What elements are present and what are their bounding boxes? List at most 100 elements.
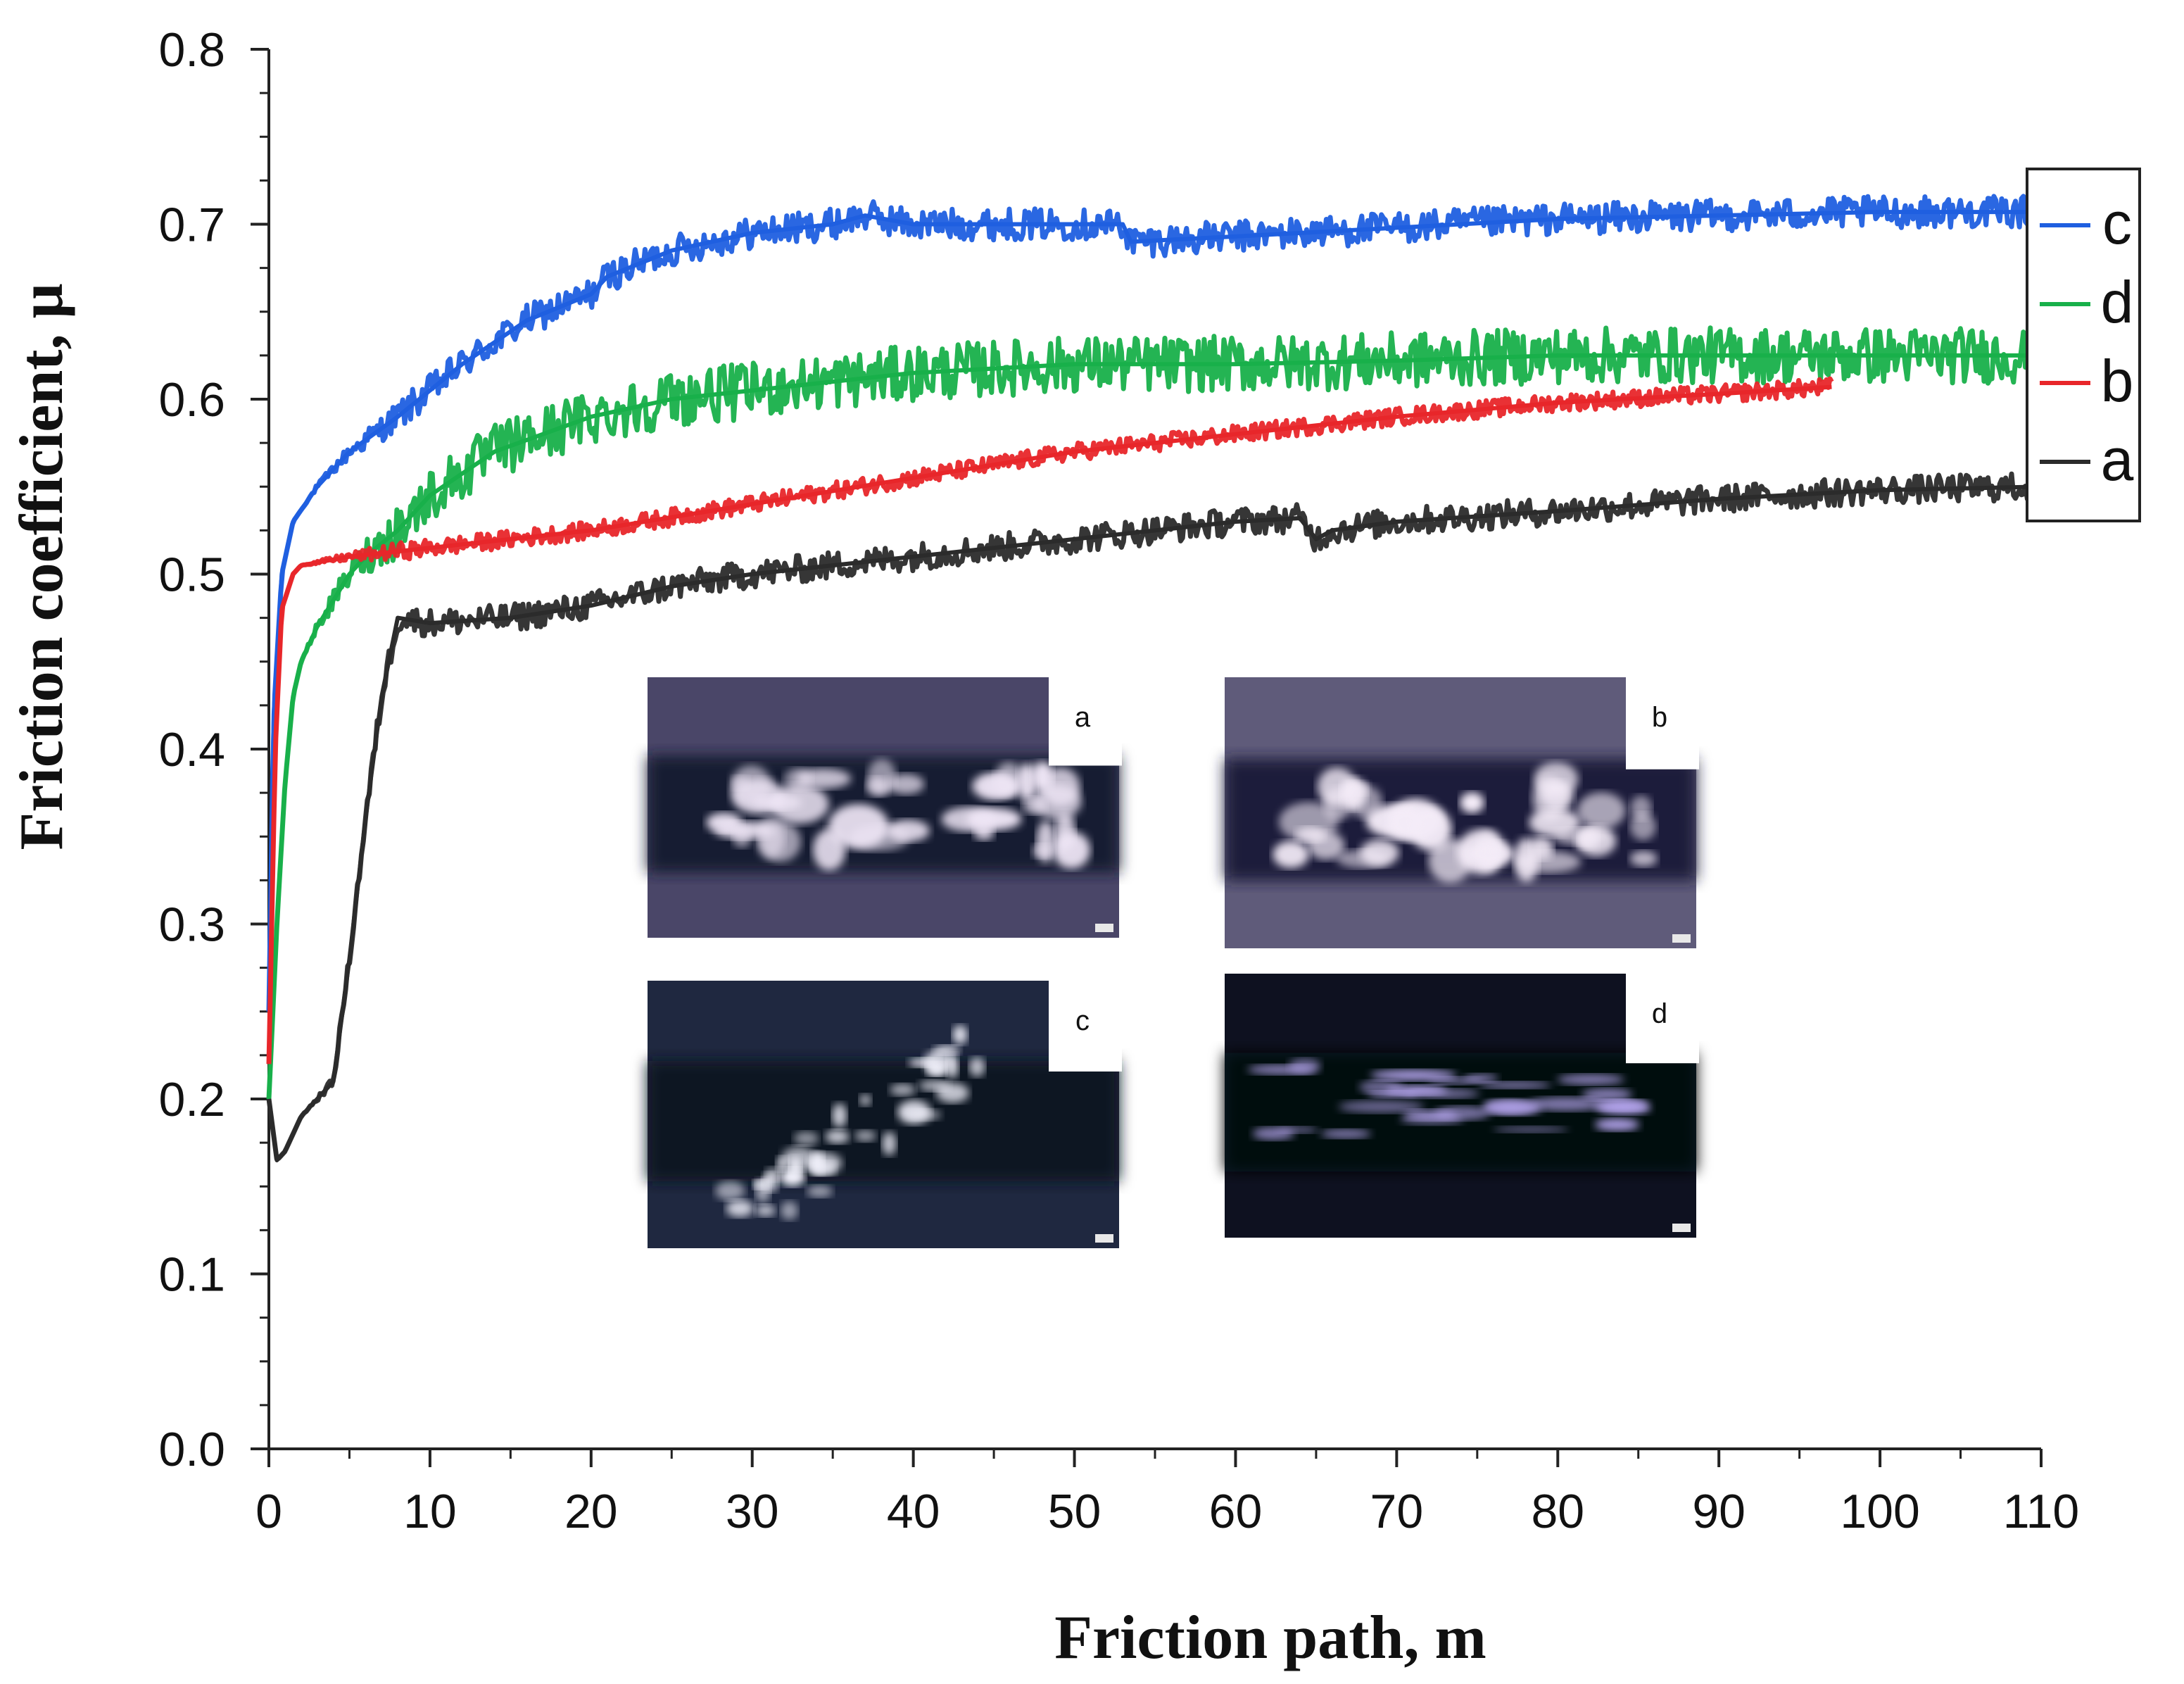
axes: 0 10 20 30 40 50 60 70 80 90 100 110 0.0 0.1 0.2 0.3 0.4…: [158, 23, 2079, 1538]
x-tick-label: 20: [564, 1485, 618, 1538]
x-tick-label: 70: [1370, 1485, 1424, 1538]
inset-particle: [1493, 1126, 1569, 1133]
inset-particle: [1528, 1097, 1604, 1112]
x-tick-label: 80: [1531, 1485, 1584, 1538]
x-tick-label: 60: [1209, 1485, 1263, 1538]
x-tick-label: 50: [1048, 1485, 1102, 1538]
x-tick-label: 40: [887, 1485, 940, 1538]
inset-particle: [1036, 820, 1055, 863]
y-tick-label: 0.5: [158, 548, 225, 602]
y-tick-label: 0.0: [158, 1423, 225, 1476]
inset-particle: [935, 1083, 969, 1103]
inset-particle: [755, 1204, 776, 1217]
x-tick-label: 90: [1692, 1485, 1746, 1538]
inset-particle: [793, 1131, 819, 1145]
series-line-b-noise: [266, 376, 1834, 1064]
inset-particle: [854, 1130, 876, 1142]
x-tick-label: 30: [726, 1485, 779, 1538]
x-tick-label: 10: [403, 1485, 457, 1538]
inset-particle: [1596, 1100, 1651, 1115]
inset-particle: [726, 1200, 754, 1217]
inset-particle: [752, 795, 802, 810]
inset-particle: [776, 1156, 789, 1172]
inset-particle: [886, 819, 930, 842]
inset-particle: [1478, 1081, 1552, 1089]
inset-scale-bar: [1672, 934, 1691, 943]
inset-particle: [1428, 838, 1472, 883]
inset-label-tab: [1049, 978, 1122, 1072]
inset-particle: [888, 774, 925, 795]
inset-particle: [1630, 795, 1652, 820]
x-axis-title: Friction path, m: [1054, 1604, 1486, 1672]
inset-particle: [825, 1129, 850, 1144]
series-line-d: [267, 353, 2041, 1100]
inset-particle: [1557, 1074, 1624, 1086]
inset-particle: [866, 777, 890, 796]
y-tick-label: 0.2: [158, 1073, 225, 1126]
y-tick-label: 0.1: [158, 1248, 225, 1302]
inset-particle: [882, 1131, 897, 1156]
inset-label-tab: [1049, 674, 1122, 766]
inset-scale-bar: [1095, 1234, 1113, 1243]
inset-scale-bar: [1095, 924, 1113, 932]
inset-particle: [807, 1185, 833, 1198]
inset-particle: [905, 1109, 942, 1121]
inset-particle: [715, 1181, 745, 1200]
micrograph-insets: a b c d: [648, 674, 1699, 1248]
inset-particle: [1320, 1129, 1372, 1138]
inset-particle: [1534, 762, 1579, 796]
y-tick-label: 0.4: [158, 723, 225, 777]
series-line-a: [267, 484, 2042, 1162]
legend-label-a: a: [2101, 427, 2134, 493]
inset-particle: [732, 825, 752, 848]
inset-particle: [1575, 825, 1617, 857]
series-line-a-noise: [266, 471, 2043, 1162]
inset-particle: [1577, 792, 1626, 829]
inset-particle: [756, 816, 785, 859]
inset-micrograph-d: d: [1225, 971, 1699, 1238]
inset-particle: [779, 1167, 805, 1186]
series-line-c: [267, 210, 2041, 1012]
inset-particle: [1337, 849, 1389, 869]
legend-label-c: c: [2102, 190, 2132, 256]
inset-particle: [1295, 827, 1325, 843]
inset-particle: [810, 1151, 825, 1174]
inset-particle: [781, 1201, 798, 1220]
inset-label: b: [1652, 702, 1667, 733]
inset-particle: [890, 1083, 916, 1096]
inset-particle: [1434, 1106, 1490, 1121]
inset-particle: [966, 808, 1022, 831]
inset-particle: [1277, 1126, 1318, 1133]
y-tick-label: 0.7: [158, 199, 225, 252]
inset-particle: [968, 1057, 985, 1077]
inset-particle: [1629, 812, 1656, 841]
inset-particle: [859, 1094, 871, 1107]
inset-particle: [946, 1054, 959, 1079]
inset-particle: [828, 804, 889, 849]
inset-particle: [1529, 808, 1581, 837]
legend-label-b: b: [2101, 348, 2134, 414]
y-axis-title: Friction coefficient, μ: [8, 284, 76, 850]
inset-particle: [1033, 784, 1082, 819]
inset-particle: [762, 1172, 778, 1193]
inset-particle: [1385, 1085, 1448, 1095]
inset-particle: [795, 768, 852, 789]
inset-particle: [1317, 767, 1357, 806]
inset-micrograph-b: b: [1225, 674, 1699, 948]
inset-scale-bar: [1672, 1224, 1691, 1232]
inset-particle: [1460, 792, 1484, 814]
inset-particle: [1387, 807, 1425, 841]
inset-label-tab: [1626, 674, 1699, 769]
inset-particle: [1484, 1098, 1534, 1114]
inset-particle: [1247, 1064, 1315, 1075]
inset-label-tab: [1626, 971, 1699, 1064]
inset-micrograph-a: a: [648, 674, 1122, 938]
inset-particle: [1338, 1100, 1425, 1113]
inset-label: c: [1075, 1005, 1090, 1036]
series-group: [266, 194, 2044, 1162]
inset-particle: [952, 1024, 968, 1045]
legend-label-d: d: [2101, 269, 2134, 335]
inset-particle: [1582, 1088, 1633, 1101]
